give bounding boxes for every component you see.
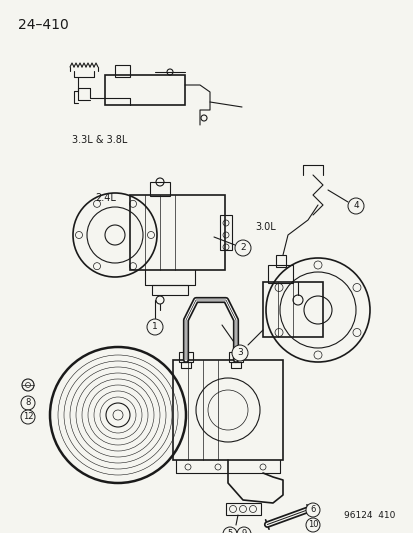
Circle shape bbox=[305, 518, 319, 532]
Circle shape bbox=[236, 527, 250, 533]
Text: 6: 6 bbox=[310, 505, 315, 514]
Text: 5: 5 bbox=[227, 529, 232, 533]
Circle shape bbox=[21, 410, 35, 424]
Circle shape bbox=[231, 345, 247, 361]
Text: 3.3L & 3.8L: 3.3L & 3.8L bbox=[72, 135, 127, 145]
Text: 3: 3 bbox=[237, 349, 242, 358]
Text: 4: 4 bbox=[352, 201, 358, 211]
Circle shape bbox=[235, 240, 250, 256]
Text: 2: 2 bbox=[240, 244, 245, 253]
Text: 2.4L: 2.4L bbox=[95, 193, 116, 203]
Circle shape bbox=[21, 396, 35, 410]
Text: 8: 8 bbox=[25, 399, 31, 408]
Circle shape bbox=[347, 198, 363, 214]
Text: 12: 12 bbox=[23, 413, 33, 422]
Text: 96124  410: 96124 410 bbox=[343, 511, 394, 520]
Circle shape bbox=[147, 319, 163, 335]
Circle shape bbox=[305, 503, 319, 517]
Text: 24–410: 24–410 bbox=[18, 18, 69, 32]
Text: 3.0L: 3.0L bbox=[254, 222, 275, 232]
Text: 10: 10 bbox=[307, 521, 318, 529]
Text: 1: 1 bbox=[152, 322, 157, 332]
Text: 9: 9 bbox=[241, 529, 246, 533]
Circle shape bbox=[223, 527, 236, 533]
